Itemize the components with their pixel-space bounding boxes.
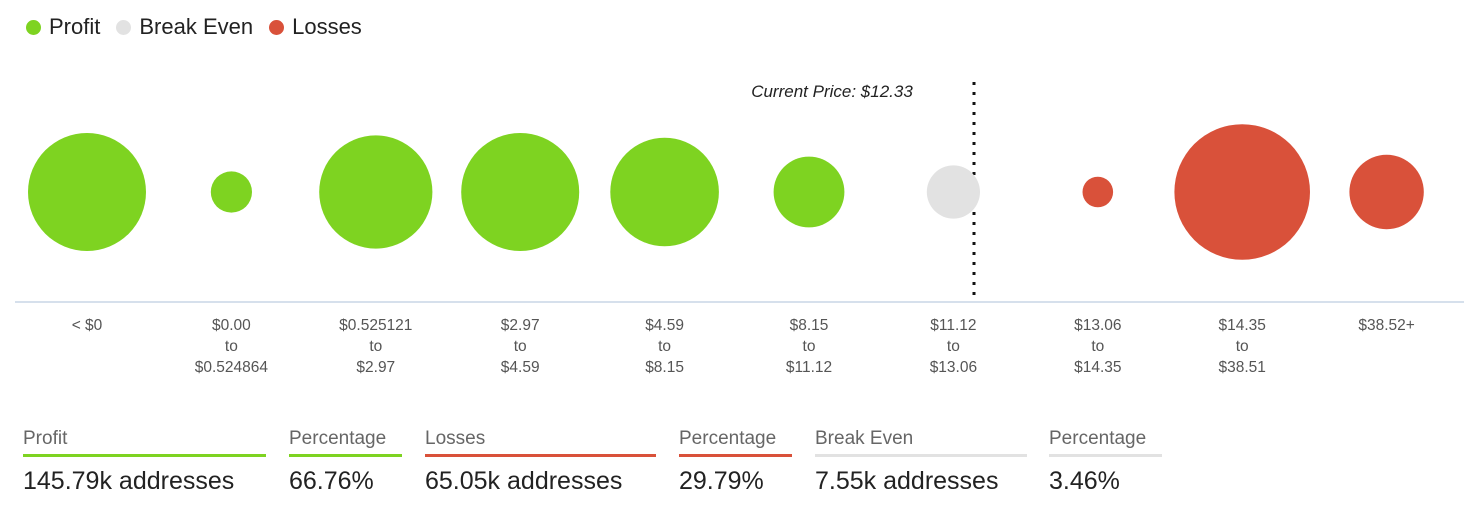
x-tick-label: $14.35 to $38.51: [1218, 317, 1265, 376]
x-tick-label: < $0: [72, 317, 103, 334]
legend-item-break-even[interactable]: Break Even: [116, 14, 253, 40]
x-tick-label-line: $38.52+: [1358, 317, 1414, 334]
x-axis-labels: < $0 $0.00 to $0.524864$0.525121 to $2.97$2.9…: [72, 317, 1415, 376]
stat-profit-percentage-label: Percentage: [289, 428, 402, 457]
stat-break-even-percentage-label: Percentage: [1049, 428, 1162, 457]
x-tick-label-line: to: [1236, 338, 1249, 355]
x-tick-label-line: $13.06: [1074, 317, 1121, 334]
stat-losses-percentage-label: Percentage: [679, 428, 792, 457]
bubble-break-even[interactable]: [926, 165, 981, 219]
stat-losses-percentage-value: 29.79%: [679, 467, 764, 495]
x-tick-label-line: $11.12: [930, 317, 976, 334]
x-tick-label-line: $38.51: [1218, 359, 1265, 376]
legend-swatch-break-even: [116, 19, 132, 35]
legend-label-profit: Profit: [49, 14, 101, 39]
stat-break-even-label: Break Even: [815, 428, 1027, 457]
stat-profit: Profit 145.79k addresses: [23, 428, 266, 496]
bubble-losses[interactable]: [1082, 176, 1114, 208]
bubble-profit[interactable]: [319, 135, 433, 249]
current-price-label: Current Price: $12.33: [751, 82, 913, 101]
x-tick-label-line: to: [225, 338, 238, 355]
legend-label-losses: Losses: [292, 14, 362, 39]
bubble-profit[interactable]: [610, 137, 719, 247]
x-tick-label: $13.06 to $14.35: [1074, 317, 1121, 376]
bubbles-group: [28, 124, 1424, 260]
stat-losses-value: 65.05k addresses: [425, 467, 623, 495]
x-tick-label: $8.15 to $11.12: [786, 317, 832, 376]
x-tick-label-line: to: [514, 338, 527, 355]
bubble-profit[interactable]: [773, 156, 845, 228]
x-tick-label-line: $14.35: [1218, 317, 1265, 334]
x-tick-label-line: to: [1091, 338, 1104, 355]
x-tick-label-line: to: [369, 338, 382, 355]
x-tick-label: $2.97 to $4.59: [501, 317, 540, 376]
stat-profit-value: 145.79k addresses: [23, 467, 235, 495]
legend-swatch-profit: [26, 19, 41, 35]
bubble-profit[interactable]: [210, 171, 252, 213]
x-tick-label-line: to: [947, 338, 960, 355]
bubble-profit[interactable]: [28, 133, 146, 251]
stat-profit-label: Profit: [23, 428, 266, 457]
x-tick-label-line: $8.15: [645, 359, 684, 376]
stat-losses-percentage: Percentage 29.79%: [679, 428, 792, 496]
stat-break-even-percentage-value: 3.46%: [1049, 467, 1120, 495]
x-tick-label-line: $0.00: [212, 317, 251, 334]
x-tick-label-line: $8.15: [790, 317, 829, 334]
x-tick-label-line: to: [658, 338, 671, 355]
legend-item-losses[interactable]: Losses: [269, 14, 362, 40]
legend-swatch-losses: [269, 19, 285, 35]
x-tick-label-line: to: [803, 338, 816, 355]
x-tick-label: $4.59 to $8.15: [645, 317, 684, 376]
x-tick-label-line: $2.97: [356, 359, 395, 376]
bubble-chart: Current Price: $12.33 < $0 $0.00 to $0.5248…: [15, 82, 1464, 376]
x-tick-label-line: $13.06: [930, 359, 977, 376]
stat-break-even-percentage: Percentage 3.46%: [1049, 428, 1162, 496]
stat-losses: Losses 65.05k addresses: [425, 428, 656, 496]
summary-stats: Profit 145.79k addresses Percentage 66.7…: [0, 428, 1477, 508]
stat-break-even-value: 7.55k addresses: [815, 467, 999, 495]
legend-label-break-even: Break Even: [139, 14, 254, 39]
x-tick-label-line: $11.12: [786, 359, 832, 376]
x-tick-label: $0.00 to $0.524864: [195, 317, 269, 376]
x-tick-label-line: $4.59: [645, 317, 684, 334]
x-tick-label: $38.52+: [1358, 317, 1414, 334]
x-tick-label-line: $14.35: [1074, 359, 1121, 376]
x-tick-label-line: $4.59: [501, 359, 540, 376]
stat-break-even: Break Even 7.55k addresses: [815, 428, 1027, 496]
bubble-losses[interactable]: [1174, 124, 1310, 260]
bubble-profit[interactable]: [461, 133, 580, 251]
x-tick-label: $0.525121 to $2.97: [339, 317, 412, 376]
legend-item-profit[interactable]: Profit: [26, 14, 100, 40]
x-tick-label-line: $2.97: [501, 317, 540, 334]
x-tick-label-line: $0.524864: [195, 359, 269, 376]
bubble-losses[interactable]: [1349, 154, 1424, 230]
stat-losses-label: Losses: [425, 428, 656, 457]
x-tick-label: $11.12 to $13.06: [930, 317, 977, 376]
stat-profit-percentage-value: 66.76%: [289, 467, 374, 495]
stat-profit-percentage: Percentage 66.76%: [289, 428, 402, 496]
chart-legend: Profit Break Even Losses: [26, 14, 378, 40]
x-tick-label-line: < $0: [72, 317, 103, 334]
x-tick-label-line: $0.525121: [339, 317, 412, 334]
